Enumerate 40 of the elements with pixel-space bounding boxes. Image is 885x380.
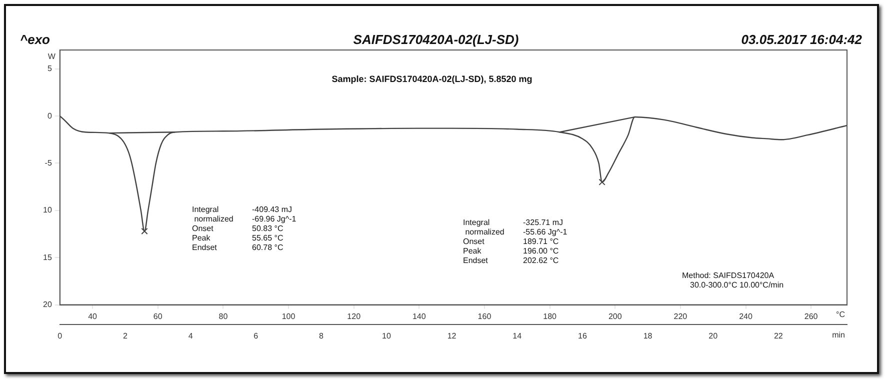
x2-tick-label: 60 — [153, 312, 163, 321]
x-tick-label: 14 — [512, 331, 522, 340]
text: 03.05.2017 16:04:42 — [741, 32, 863, 47]
x-tick-label: 18 — [643, 331, 653, 340]
chart-title: SAIFDS170420A-02(LJ-SD) — [353, 32, 519, 47]
x-axis-title: min — [832, 330, 845, 340]
y-tick-label: 5 — [47, 64, 52, 74]
x2-tick-label: 260 — [804, 312, 818, 321]
x-tick-label: 0 — [58, 331, 63, 340]
x2-tick-label: 180 — [543, 312, 558, 321]
x2-tick-label: 220 — [674, 312, 688, 321]
x2-tick-label: 120 — [347, 312, 362, 321]
y-tick-label: 15 — [42, 252, 52, 262]
y-axis-title: W — [48, 52, 56, 61]
x-tick-label: 8 — [318, 331, 324, 340]
y-tick-label: 20 — [42, 300, 52, 310]
x2-axis-title: °C — [836, 310, 846, 319]
y-tick-label: 0 — [47, 111, 52, 120]
text: Sample: SAIFDS170420A-02(LJ-SD), 5.8520 mg — [332, 74, 532, 84]
x-tick-label: 2 — [122, 331, 128, 340]
text: ^exo — [20, 32, 50, 47]
x2-tick-label: 200 — [608, 312, 622, 321]
x2-tick-label: 100 — [282, 312, 296, 321]
y-tick-label: -5 — [44, 158, 52, 168]
x2-tick-label: 80 — [218, 312, 228, 321]
x-tick-label: 6 — [254, 331, 259, 340]
x2-tick-label: 160 — [478, 312, 492, 321]
annotation: Method: SAIFDS170420A 30.0-300.0°C 10.00°C/min — [682, 271, 784, 290]
x-tick-label: 22 — [774, 331, 784, 340]
y-tick-label: 10 — [42, 206, 52, 215]
x-tick-label: 12 — [447, 331, 457, 340]
x2-tick-label: 240 — [739, 312, 753, 321]
x-tick-label: 10 — [382, 331, 392, 340]
x-tick-label: 16 — [578, 331, 588, 340]
x-tick-label: 20 — [708, 331, 718, 340]
text: Integral -409.43 mJ normalized -69.96 Jg^-1 Onset 50.83 °C Peak 55.65 °C Endset 60.78 °C — [192, 205, 296, 252]
x2-tick-label: 140 — [412, 312, 426, 321]
x-tick-label: 4 — [188, 331, 194, 340]
x2-tick-label: 40 — [88, 312, 98, 321]
text: Integral -325.71 mJ normalized -55.66 Jg^-1 Onset 189.71 °C Peak 196.00 °C Endset 202.62 °C — [463, 218, 568, 265]
